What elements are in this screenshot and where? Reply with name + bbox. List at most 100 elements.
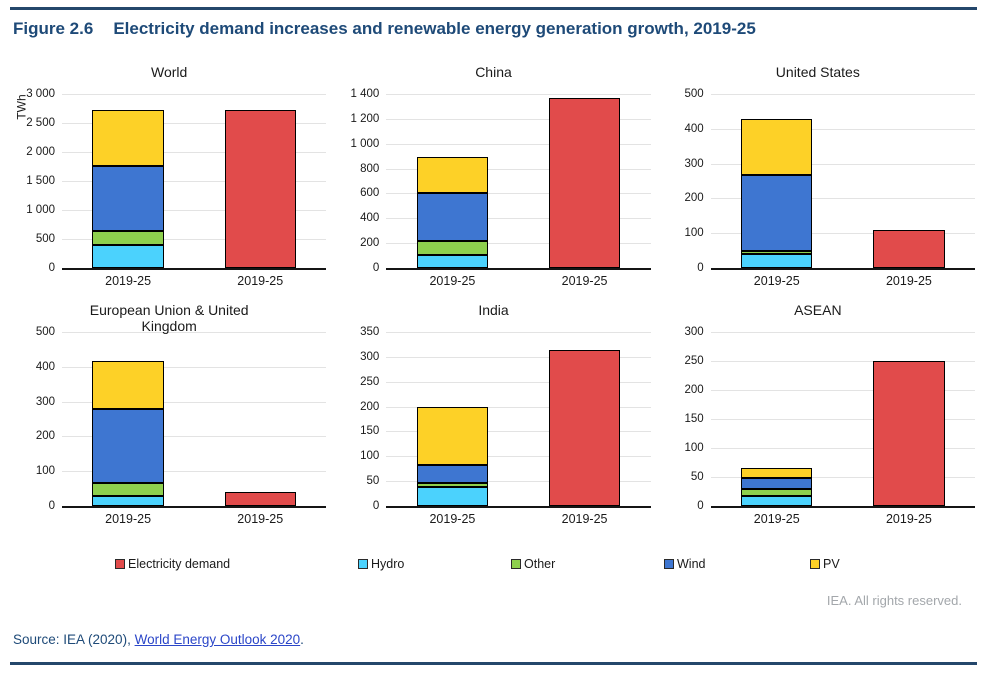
plot-area <box>62 332 327 508</box>
chart-panel: India 0 50 100 150 200 250 300 350 2019-25 2019-25 <box>336 302 651 530</box>
chart-panel: European Union & United Kingdom 0 100 200 30… <box>12 302 327 530</box>
bar-segment-pv <box>741 468 813 479</box>
bar-segment-electricity-demand <box>224 109 296 268</box>
bar-segment-pv <box>92 110 164 166</box>
renewables-stacked-bar <box>416 94 489 268</box>
y-tick-label: 200 <box>360 400 380 413</box>
y-tick-label: 0 <box>48 500 55 512</box>
copyright-text: IEA. All rights reserved. <box>826 593 962 608</box>
bar-segment-other <box>741 488 813 497</box>
gridline <box>62 210 327 211</box>
bar-segment-wind <box>92 408 164 484</box>
y-tick-label: 50 <box>366 475 380 488</box>
y-tick-label: 400 <box>35 360 55 373</box>
y-axis-labels: 0 200 400 600 800 1 000 1 200 1 400 <box>336 88 386 274</box>
chart-panels-grid: World 0 500 1 000 1 500 2 000 2 500 3 000 2019-2… <box>12 64 975 530</box>
source-line: Source: IEA (2020), World Energy Outlook… <box>13 632 304 647</box>
x-tick-label: 2019-25 <box>429 512 476 526</box>
chart-panel: China 0 200 400 600 800 1 000 1 200 1 400 2019-25… <box>336 64 651 292</box>
legend-item-other: Other <box>511 557 555 571</box>
chart-legend: Electricity demand Hydro Other Wind PV <box>0 557 987 577</box>
panel-title: ASEAN <box>794 302 842 318</box>
renewables-stacked-bar <box>741 332 813 506</box>
renewables-stacked-bar <box>416 332 489 506</box>
gridline <box>386 431 651 433</box>
source-prefix: Source: IEA (2020), <box>13 632 135 647</box>
legend-label: Wind <box>677 557 706 571</box>
legend-item-hydro: Hydro <box>358 557 404 571</box>
gridline <box>710 233 975 235</box>
gridline <box>386 94 651 95</box>
source-suffix: . <box>300 632 304 647</box>
gridline <box>386 168 651 170</box>
x-axis-labels: 2019-25 2019-25 <box>661 508 975 530</box>
x-tick-label: 2019-25 <box>753 274 800 288</box>
y-tick-label: 50 <box>690 471 704 483</box>
bar-segment-pv <box>741 119 813 176</box>
x-tick-label: 2019-25 <box>561 512 608 526</box>
bar-segment-other <box>416 483 489 488</box>
chart-panel: ASEAN 0 50 100 150 200 250 300 2019-25 2019-25 <box>661 302 975 530</box>
bar-segment-hydro <box>92 245 164 268</box>
y-axis-labels: 0 100 200 300 400 500 <box>12 326 62 512</box>
plot-area <box>710 94 975 270</box>
y-tick-label: 300 <box>684 157 704 170</box>
gridline <box>62 436 327 438</box>
y-tick-label: 1 200 <box>350 112 380 125</box>
x-axis-labels: 2019-25 2019-25 <box>661 270 975 292</box>
electricity-demand-bar <box>548 94 621 268</box>
y-tick-label: 200 <box>684 192 704 205</box>
y-tick-label: 300 <box>35 395 55 408</box>
gridline <box>62 332 327 333</box>
bar-segment-wind <box>416 193 489 242</box>
y-tick-label: 0 <box>372 500 380 512</box>
panel-title: European Union & United Kingdom <box>89 302 249 334</box>
bar-segment-wind <box>92 165 164 231</box>
bar-segment-pv <box>416 156 489 194</box>
gridline <box>62 152 327 153</box>
bar-segment-electricity-demand <box>548 350 621 506</box>
gridline <box>62 401 327 403</box>
gridline <box>710 163 975 165</box>
x-tick-label: 2019-25 <box>237 274 284 288</box>
y-tick-label: 2 000 <box>26 146 55 158</box>
x-axis-labels: 2019-25 2019-25 <box>12 508 326 530</box>
electricity-demand-bar <box>873 332 945 506</box>
gridline <box>386 406 651 408</box>
legend-swatch <box>115 559 125 569</box>
source-link[interactable]: World Energy Outlook 2020 <box>134 632 301 647</box>
gridline <box>62 181 327 182</box>
x-tick-label: 2019-25 <box>105 512 152 526</box>
legend-item-electricity-demand: Electricity demand <box>115 557 230 571</box>
legend-label: Hydro <box>371 557 405 571</box>
gridline <box>710 332 975 333</box>
y-tick-label: 1 400 <box>350 88 380 100</box>
bar-segment-hydro <box>741 254 813 268</box>
bar-segment-other <box>741 250 813 255</box>
y-axis-labels: 0 500 1 000 1 500 2 000 2 500 3 000 <box>12 88 62 274</box>
gridline <box>386 456 651 458</box>
chart-panel: United States 0 100 200 300 400 500 2019-25 2019… <box>661 64 975 292</box>
y-tick-label: 3 000 <box>26 88 55 100</box>
y-tick-label: 500 <box>35 326 55 338</box>
x-tick-label: 2019-25 <box>429 274 476 288</box>
plot-area <box>62 94 327 270</box>
x-tick-label: 2019-25 <box>237 512 284 526</box>
legend-swatch <box>664 559 674 569</box>
y-tick-label: 100 <box>684 442 704 454</box>
y-tick-label: 150 <box>684 413 704 425</box>
y-tick-label: 400 <box>684 122 704 135</box>
y-axis-labels: 0 50 100 150 200 250 300 <box>661 326 711 512</box>
bar-segment-wind <box>416 465 489 484</box>
gridline <box>386 118 651 120</box>
gridline <box>710 390 975 391</box>
y-tick-label: 250 <box>360 375 380 388</box>
legend-swatch <box>358 559 368 569</box>
bottom-divider <box>10 662 977 665</box>
plot-area <box>386 332 651 508</box>
x-axis-labels: 2019-25 2019-25 <box>12 270 326 292</box>
y-tick-label: 200 <box>684 384 704 396</box>
y-tick-label: 500 <box>684 88 704 100</box>
bar-segment-electricity-demand <box>224 492 296 506</box>
y-tick-label: 100 <box>35 465 55 478</box>
